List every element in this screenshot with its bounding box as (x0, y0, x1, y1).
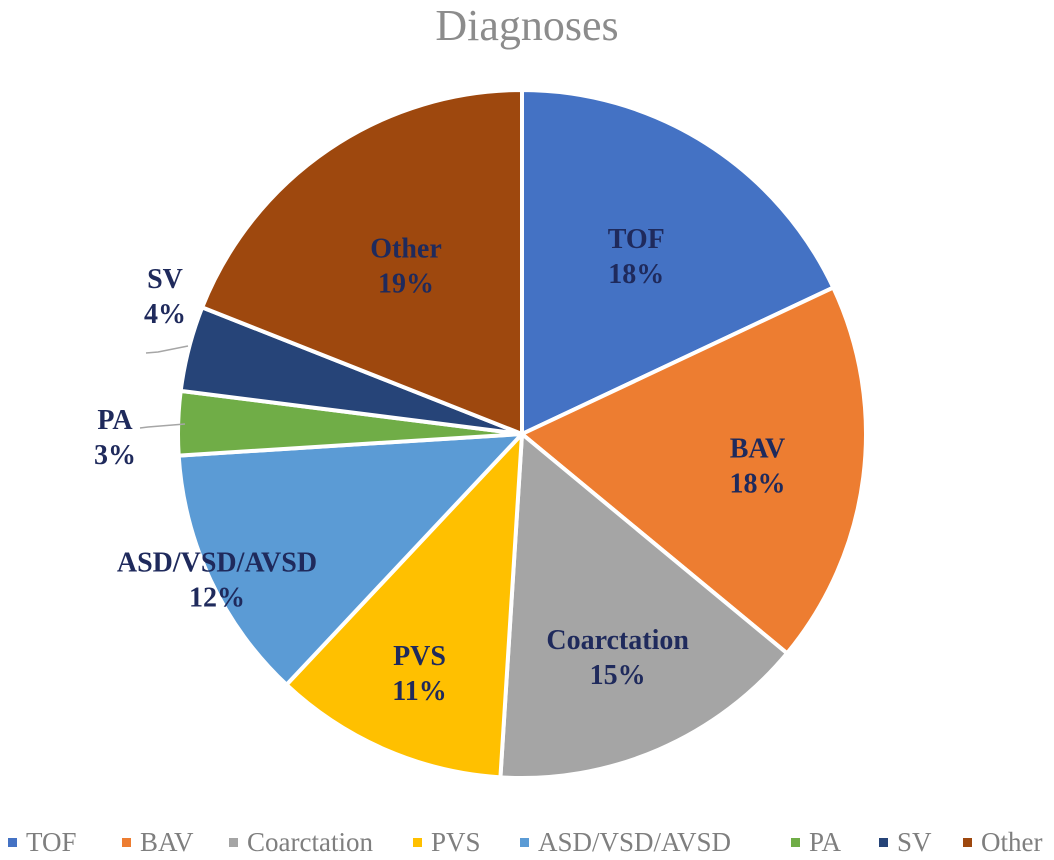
legend-label: PVS (431, 827, 481, 857)
data-label-asd-vsd-avsd: ASD/VSD/AVSD 12% (117, 548, 317, 614)
legend-item-other: Other (963, 824, 1042, 860)
legend-item-coarctation: Coarctation (229, 824, 373, 860)
pie-slice-asd-vsd-avsd (176, 432, 524, 687)
legend-item-sv: SV (879, 824, 932, 860)
legend-label: Coarctation (247, 827, 373, 857)
legend-item-tof: TOF (8, 824, 77, 860)
data-label-pvs: PVS 11% (392, 641, 446, 707)
legend-item-pvs: PVS (413, 824, 481, 860)
legend: TOF BAV Coarctation PVS ASD/VSD/AVSD PA SV Othe… (0, 824, 1054, 860)
legend-item-pa: PA (791, 824, 841, 860)
data-label-other: Other 19% (370, 233, 442, 299)
legend-label: BAV (140, 827, 194, 857)
legend-swatch (413, 838, 422, 848)
pie-slice-tof (520, 88, 836, 436)
leader-line-pa (139, 423, 186, 429)
pie-slice-pvs (284, 432, 524, 780)
leader-line-sv (145, 345, 189, 354)
data-label-bav: BAV 18% (729, 434, 785, 500)
legend-swatch (791, 838, 800, 848)
legend-label: ASD/VSD/AVSD (538, 827, 732, 857)
legend-label: TOF (26, 827, 77, 857)
data-label-pa: PA 3% (94, 405, 136, 471)
legend-swatch (963, 838, 972, 848)
pie-slice-coarctation (498, 432, 790, 780)
pie-plot-area: TOF 18% BAV 18% Coarctation 15% PVS 11% ASD/VSD/… (94, 88, 868, 780)
slices-layer (176, 88, 868, 780)
legend-swatch (8, 838, 17, 848)
legend-item-asd-vsd-avsd: ASD/VSD/AVSD (520, 824, 731, 860)
data-label-sv: SV 4% (144, 264, 186, 330)
legend-label: PA (809, 827, 842, 857)
legend-label: SV (897, 827, 932, 857)
data-label-coarctation: Coarctation 15% (546, 625, 689, 691)
pie-slice-other (200, 88, 524, 436)
legend-item-bav: BAV (122, 824, 194, 860)
leader-lines (139, 345, 189, 429)
data-labels-layer: TOF 18% BAV 18% Coarctation 15% PVS 11% ASD/VSD/… (94, 224, 785, 707)
chart-title: Diagnoses (435, 1, 619, 50)
data-label-tof: TOF 18% (608, 224, 665, 290)
legend-label: Other (981, 827, 1043, 857)
legend-swatch (122, 838, 131, 848)
legend-swatch (229, 838, 238, 848)
legend-swatch (879, 838, 888, 848)
pie-slice-bav (520, 285, 868, 656)
legend-swatch (520, 838, 529, 848)
